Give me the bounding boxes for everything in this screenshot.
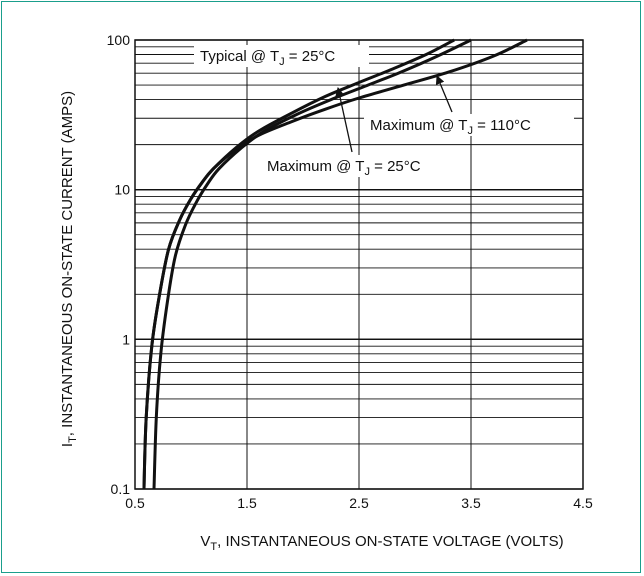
annotation-label: Maximum @ TJ = 25°C	[267, 158, 421, 178]
annotation-label: Typical @ TJ = 25°C	[200, 48, 335, 68]
curve-typical_25C	[142, 38, 455, 490]
plot-border	[134, 39, 584, 490]
y-axis-label: IT, INSTANTANEOUS ON-STATE CURRENT (AMPS…	[59, 91, 79, 447]
annotation-label: Maximum @ TJ = 110°C	[370, 117, 531, 137]
curves	[142, 38, 528, 490]
annotation-arrow	[435, 75, 453, 113]
curve-maximum_25C	[152, 38, 472, 490]
annotation-box	[261, 155, 461, 177]
annotation-box	[194, 45, 369, 67]
y-tick-label: 10	[114, 182, 130, 198]
grid	[134, 39, 584, 490]
annotation-box	[364, 114, 574, 136]
x-tick-label: 1.5	[237, 495, 257, 511]
curve-maximum_110C	[142, 38, 528, 490]
x-tick-label: 3.5	[461, 495, 481, 511]
y-tick-label: 1	[122, 331, 130, 347]
annotation-arrow	[335, 87, 353, 153]
tick-labels: 0.5 1.5 2.5 3.5 4.5 0.1 1 10 100	[107, 32, 593, 511]
x-tick-label: 4.5	[573, 495, 593, 511]
y-tick-label: 100	[107, 32, 131, 48]
x-axis-label: VT, INSTANTANEOUS ON-STATE VOLTAGE (VOLT…	[200, 533, 563, 553]
x-tick-label: 2.5	[349, 495, 369, 511]
y-tick-label: 0.1	[111, 481, 131, 497]
annotations: Typical @ TJ = 25°C Maximum @ TJ = 110°C M…	[194, 45, 574, 178]
x-tick-label: 0.5	[125, 495, 145, 511]
